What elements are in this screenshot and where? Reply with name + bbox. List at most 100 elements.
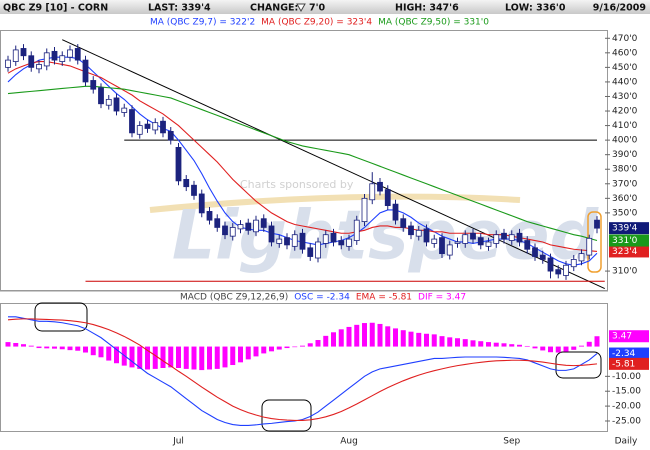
histogram-bar (176, 346, 181, 368)
candle-body (315, 241, 321, 259)
macd-panel (0, 303, 608, 432)
candle-body (20, 48, 27, 57)
candle-body (206, 211, 213, 221)
value-badge-label: 323'4 (612, 247, 638, 257)
histogram-bar (21, 344, 26, 347)
candle-body (462, 234, 469, 244)
header-bar (0, 0, 650, 14)
histogram-bar (362, 323, 367, 347)
histogram-bar (323, 335, 329, 347)
candle-body (353, 219, 360, 241)
candle-body (578, 253, 585, 262)
candle-body (477, 237, 484, 246)
macd-line (8, 316, 598, 426)
date: 9/16/2009 (593, 3, 646, 14)
y-tick-label: -15.00 (612, 387, 641, 397)
histogram-bar (276, 346, 282, 350)
histogram-bar (284, 346, 290, 349)
candle-body (183, 179, 190, 188)
histogram-bar (416, 332, 422, 347)
histogram-bar (548, 346, 553, 353)
candle-body (532, 247, 538, 257)
candle-body (198, 193, 205, 214)
histogram-bar (98, 346, 104, 358)
histogram-bar (253, 346, 259, 357)
period-label: Daily (615, 437, 638, 447)
histogram-bar (214, 346, 220, 369)
legend-entry: MA (QBC Z9,7) = 322'2 (150, 18, 255, 28)
candle-body (446, 244, 453, 256)
x-tick-label: Sep (503, 437, 520, 447)
y-tick-label: 430'0 (612, 92, 638, 102)
candle-body (299, 232, 306, 250)
candle-body (586, 237, 593, 256)
histogram-bar (571, 346, 577, 350)
candle-body (392, 203, 399, 221)
highlight-box (555, 351, 602, 379)
low-price: LOW: 336'0 (505, 3, 566, 14)
histogram-bar (67, 346, 73, 351)
histogram-bar (59, 346, 65, 350)
histogram-bar (579, 345, 584, 347)
legend-entry: DIF = 3.47 (418, 293, 466, 303)
histogram-bar (222, 346, 228, 368)
candle-body (245, 222, 252, 231)
candle-body (594, 219, 600, 229)
histogram-bar (517, 344, 522, 347)
watermark-logo: Lightspeed (172, 197, 600, 276)
candle-body (90, 80, 97, 90)
candle-body (377, 181, 383, 192)
value-badge (609, 222, 649, 235)
y-tick-label: 380'0 (612, 165, 638, 175)
histogram-bar (183, 346, 189, 369)
histogram-bar (586, 341, 592, 347)
candle-body (547, 257, 554, 272)
histogram-bar (501, 343, 507, 347)
histogram-bar (532, 346, 538, 349)
histogram-bar (90, 346, 96, 356)
value-badge (609, 234, 649, 247)
candle-body (36, 64, 42, 70)
candle-body (121, 107, 128, 113)
candle-body (74, 48, 81, 61)
candle-body (470, 232, 476, 240)
histogram-bar (563, 346, 569, 352)
histogram-bar (431, 334, 437, 347)
candle-body (369, 183, 376, 201)
histogram-bar (28, 345, 34, 347)
histogram-bar (261, 346, 267, 354)
candle-body (346, 238, 352, 247)
candle-body (98, 87, 104, 105)
histogram-bar (145, 346, 150, 370)
candle-body (237, 224, 244, 230)
histogram-bar (400, 330, 406, 347)
candle-body (229, 227, 236, 237)
y-tick-label: 360'0 (612, 194, 638, 204)
histogram-bar (5, 342, 11, 347)
y-tick-label: 390'0 (612, 150, 638, 160)
histogram-bar (524, 345, 530, 347)
candle-body (454, 241, 461, 244)
candle-body (415, 229, 422, 237)
candle-body (439, 237, 445, 255)
value-badge (609, 245, 649, 258)
candle-body (423, 228, 430, 243)
candle-body (563, 264, 569, 276)
histogram-bar (207, 346, 212, 370)
candle-body (160, 120, 166, 134)
candle-body (113, 97, 120, 112)
candle-body (152, 122, 159, 131)
histogram-bar (137, 346, 143, 369)
drawn-line (62, 39, 605, 289)
y-tick-label: 420'0 (612, 107, 638, 117)
last-price: LAST: 339'4 (148, 3, 211, 14)
high-price: HIGH: 347'6 (395, 3, 459, 14)
y-tick-label: 400'0 (612, 136, 638, 146)
histogram-bar (594, 336, 600, 347)
histogram-bar (493, 342, 499, 347)
histogram-bar (377, 323, 383, 347)
candle-body (524, 240, 531, 250)
candle-body (555, 269, 562, 275)
value-badge-label: -2.34 (612, 349, 636, 359)
candle-body (67, 49, 73, 58)
